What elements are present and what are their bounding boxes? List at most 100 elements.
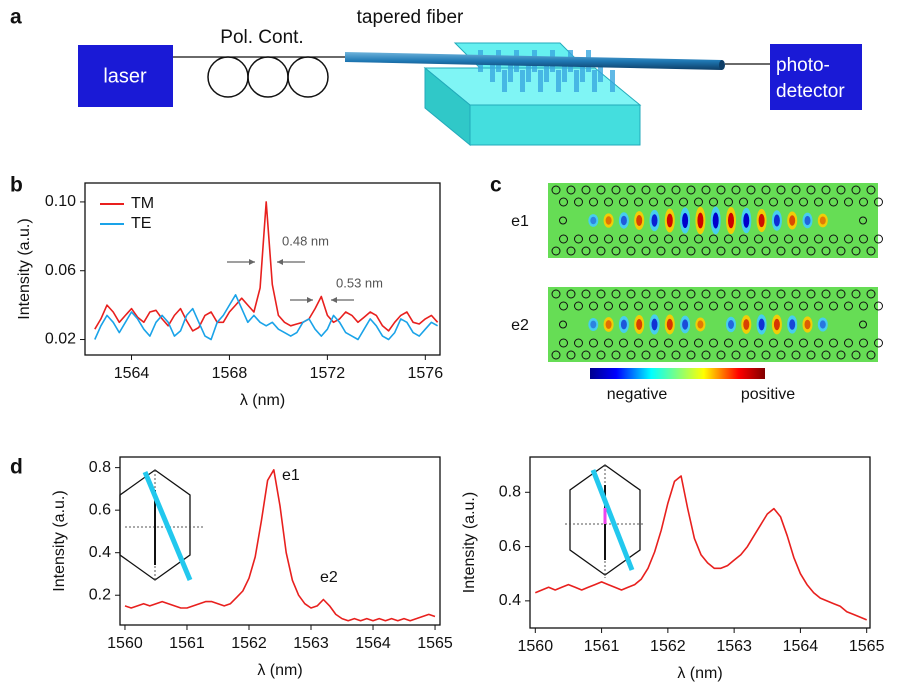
hole: [799, 301, 808, 311]
hole: [731, 350, 741, 360]
hole: [559, 197, 568, 207]
plot-frame: [119, 456, 441, 626]
hole: [581, 246, 591, 256]
hole: [874, 301, 883, 311]
hole: [551, 289, 561, 299]
hole: [724, 197, 733, 207]
hole: [596, 185, 606, 195]
hole: [874, 197, 883, 207]
hole: [791, 350, 801, 360]
y-tick-label: 0.8: [89, 459, 111, 476]
loop: [287, 56, 329, 98]
hole: [589, 338, 598, 348]
hole: [851, 289, 861, 299]
hole: [859, 234, 868, 244]
hole: [626, 350, 636, 360]
hole: [799, 338, 808, 348]
hole: [694, 197, 703, 207]
hole: [679, 338, 688, 348]
field-maps: [548, 183, 883, 362]
hole: [611, 185, 621, 195]
hole: [649, 338, 658, 348]
hole: [746, 289, 756, 299]
hole: [784, 301, 793, 311]
annotation: e1: [282, 467, 300, 484]
pillar: [490, 60, 495, 82]
field-lobe: [697, 212, 704, 229]
x-tick-label: 1560: [107, 635, 143, 652]
legend-label: TM: [131, 195, 154, 212]
hole: [791, 289, 801, 299]
hole: [731, 185, 741, 195]
hole: [769, 338, 778, 348]
field-lobe: [789, 215, 796, 226]
detector-box: [770, 44, 862, 110]
mode-label: e2: [511, 317, 529, 334]
hole: [799, 197, 808, 207]
hole: [611, 350, 621, 360]
hole: [739, 338, 748, 348]
hole: [634, 234, 643, 244]
hole: [611, 289, 621, 299]
hole: [551, 185, 561, 195]
hole: [814, 301, 823, 311]
fiber-label: tapered fiber: [357, 7, 464, 28]
y-axis-title: Intensity (a.u.): [16, 218, 33, 319]
pillar: [580, 60, 585, 82]
field-lobe: [620, 319, 627, 330]
hole: [626, 185, 636, 195]
hole: [716, 246, 726, 256]
hole: [806, 350, 816, 360]
hole: [866, 246, 876, 256]
pillar: [544, 60, 549, 82]
hole: [634, 338, 643, 348]
tapered-fiber: [345, 52, 722, 70]
hole: [859, 216, 867, 225]
x-tick-label: 1560: [518, 638, 554, 655]
hole: [656, 350, 666, 360]
hole: [746, 246, 756, 256]
hole: [671, 185, 681, 195]
hole: [694, 301, 703, 311]
y-tick-label: 0.2: [89, 586, 111, 603]
loop: [207, 56, 249, 98]
hole: [574, 301, 583, 311]
hole: [844, 197, 853, 207]
field-lobe: [773, 318, 780, 331]
hole: [581, 350, 591, 360]
hole: [566, 289, 576, 299]
hole: [589, 301, 598, 311]
field-lobe: [819, 320, 826, 329]
hole: [596, 246, 606, 256]
hole: [566, 350, 576, 360]
x-tick-label: 1562: [231, 635, 267, 652]
annotation: 0.53 nm: [336, 275, 383, 290]
field-lobe: [773, 214, 780, 227]
hole: [776, 350, 786, 360]
hole: [626, 289, 636, 299]
data-line: [94, 201, 439, 332]
hole: [709, 301, 718, 311]
y-axis-title: Intensity (a.u.): [51, 490, 68, 591]
hole: [769, 234, 778, 244]
hole: [791, 185, 801, 195]
hole: [836, 289, 846, 299]
field-lobe: [620, 215, 627, 226]
hole: [596, 289, 606, 299]
field-lobe: [666, 318, 673, 331]
hole: [754, 301, 763, 311]
hole: [724, 301, 733, 311]
colorbar-label: negative: [607, 386, 668, 403]
hole: [806, 246, 816, 256]
hole: [701, 246, 711, 256]
hole: [739, 197, 748, 207]
field-lobe: [651, 318, 658, 331]
hole: [806, 289, 816, 299]
field-lobe: [758, 213, 765, 228]
field-lobe: [682, 212, 689, 229]
hole: [566, 246, 576, 256]
chip: [469, 104, 641, 146]
hole: [559, 234, 568, 244]
data-line: [94, 294, 438, 341]
